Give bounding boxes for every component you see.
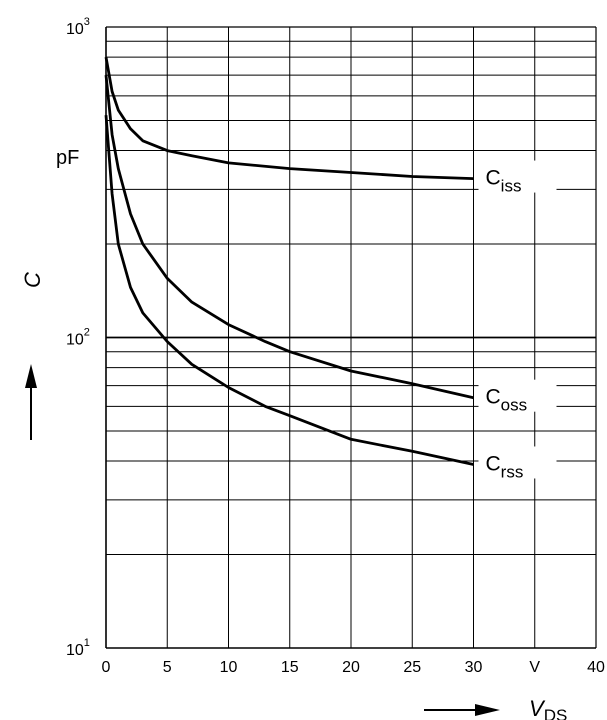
axis-labels: pF C VDS <box>20 147 567 720</box>
series-label-sub-rss: rss <box>501 462 524 481</box>
series-label-main-oss: C <box>486 386 501 409</box>
series-line-rss <box>104 115 474 466</box>
x-tick-labels: 0 5 10 15 20 25 30 V 40 <box>102 659 605 676</box>
y-tick-label-2: 101 <box>66 637 90 659</box>
x-tick-label-4: 20 <box>342 659 360 676</box>
y-axis-label: C <box>20 272 45 288</box>
y-tick-exp-2: 1 <box>84 637 90 649</box>
x-tick-label-5: 25 <box>403 659 421 676</box>
x-tick-label-2: 10 <box>220 659 238 676</box>
x-tick-label-6: 30 <box>465 659 483 676</box>
series-label-bg-oss <box>478 379 557 412</box>
y-tick-base-0: 10 <box>66 21 84 38</box>
x-tick-label-1: 5 <box>163 659 172 676</box>
y-tick-label-1: 102 <box>66 327 90 349</box>
series-label-sub-iss: iss <box>501 177 522 196</box>
x-tick-label-0: 0 <box>102 659 111 676</box>
x-axis-label-sub: DS <box>544 706 568 720</box>
y-tick-exp-1: 2 <box>84 327 90 339</box>
series-label-bg-rss <box>478 446 557 479</box>
series-label-sub-oss: oss <box>501 396 527 415</box>
series-label-iss: Ciss <box>486 167 522 196</box>
y-tick-label-0: 103 <box>66 16 90 38</box>
y-unit-label: pF <box>56 147 79 169</box>
x-tick-label-3: 15 <box>281 659 299 676</box>
series-label-main-iss: C <box>486 167 501 190</box>
y-axis-arrow-head <box>25 364 37 388</box>
y-tick-exp-0: 3 <box>84 16 90 28</box>
series-line-iss <box>104 56 474 180</box>
series-label-oss: Coss <box>486 386 528 415</box>
series-label-bg-iss <box>478 160 557 193</box>
x-tick-label-7: V <box>529 659 540 676</box>
series-label-rss: Crss <box>486 452 524 481</box>
y-tick-base-2: 10 <box>66 642 84 659</box>
grid <box>106 27 596 648</box>
series-line-oss <box>104 74 474 400</box>
x-axis-label: VDS <box>529 696 567 720</box>
x-axis-arrow-head <box>475 704 500 716</box>
x-axis-label-main: V <box>529 696 546 720</box>
series-label-main-rss: C <box>486 452 501 475</box>
x-tick-label-8: 40 <box>587 659 605 676</box>
y-tick-base-1: 10 <box>66 332 84 349</box>
